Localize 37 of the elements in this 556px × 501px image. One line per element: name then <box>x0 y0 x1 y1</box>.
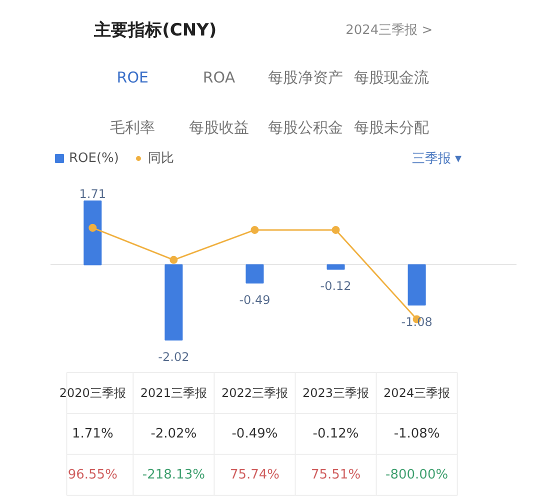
data-label: -0.12 <box>320 279 352 294</box>
text: 2024三季报 > <box>346 23 433 38</box>
data-label: 75.74% <box>230 467 280 482</box>
x-tick-label: 2022三季报 <box>221 386 288 400</box>
data-label: 1.71 <box>79 187 106 202</box>
text: -0.12% <box>312 426 359 442</box>
point <box>332 226 340 234</box>
x-tick-label: 2024三季报 <box>384 386 450 400</box>
text: -2.02% <box>150 426 197 442</box>
text: ROE <box>116 68 148 86</box>
chart-title: 主要指标(CNY) <box>93 20 217 40</box>
point <box>170 256 178 264</box>
text: 每股净资产 <box>268 68 343 86</box>
legend-label: 同比 <box>148 150 174 167</box>
text: 每股未分配 <box>354 118 430 136</box>
data-label: -1.08 <box>401 314 432 329</box>
text: 三季报 ▾ <box>412 152 462 166</box>
text: 每股公积金 <box>268 118 343 136</box>
text: 每股现金流 <box>354 68 430 86</box>
text: 每股收益 <box>188 118 249 136</box>
x-tick-label: 2021三季报 <box>140 386 207 400</box>
data-label: -0.49 <box>239 292 270 307</box>
text: 毛利率 <box>110 118 156 136</box>
data-label: -2.02 <box>158 350 190 364</box>
text: ROA <box>202 68 236 86</box>
x-tick-label: 2023三季报 <box>302 386 370 400</box>
x-tick-label: 2020三季报 <box>59 386 126 400</box>
point <box>250 226 259 234</box>
data-label: 75.51% <box>310 467 361 482</box>
data-label: -218.13% <box>142 467 205 482</box>
point <box>88 224 97 232</box>
text: -0.49% <box>232 426 278 442</box>
text: -1.08% <box>394 426 440 442</box>
data-label: -800.00% <box>386 467 448 482</box>
legend-label: ROE(%) <box>69 150 119 166</box>
text: 1.71% <box>72 426 114 442</box>
data-label: 96.55% <box>68 467 118 482</box>
